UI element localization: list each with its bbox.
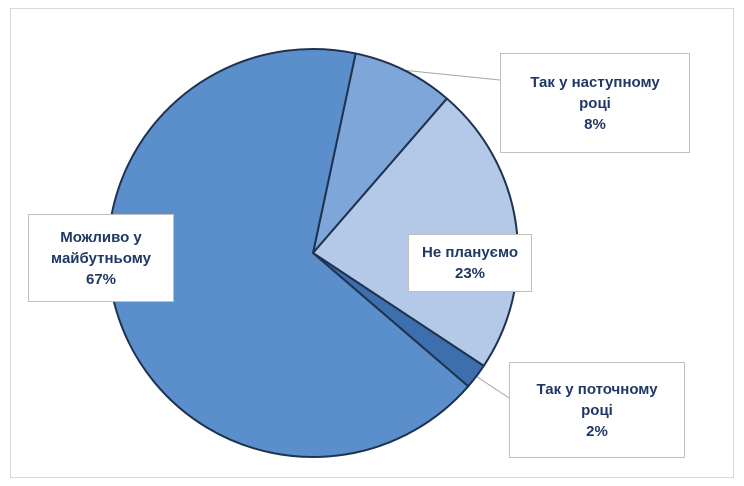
leader-current-year <box>476 375 510 399</box>
slice-maybe-future <box>107 48 470 458</box>
label-maybe-future: Можливо у майбутньому 67% <box>28 214 174 302</box>
leader-next-year <box>404 69 501 81</box>
label-current-year: Так у поточному році 2% <box>509 362 685 458</box>
label-next-year: Так у наступному році 8% <box>500 53 690 153</box>
slice-next-year <box>312 52 448 254</box>
label-not-planning: Не плануємо 23% <box>408 234 532 292</box>
slice-not-planning <box>312 97 519 367</box>
